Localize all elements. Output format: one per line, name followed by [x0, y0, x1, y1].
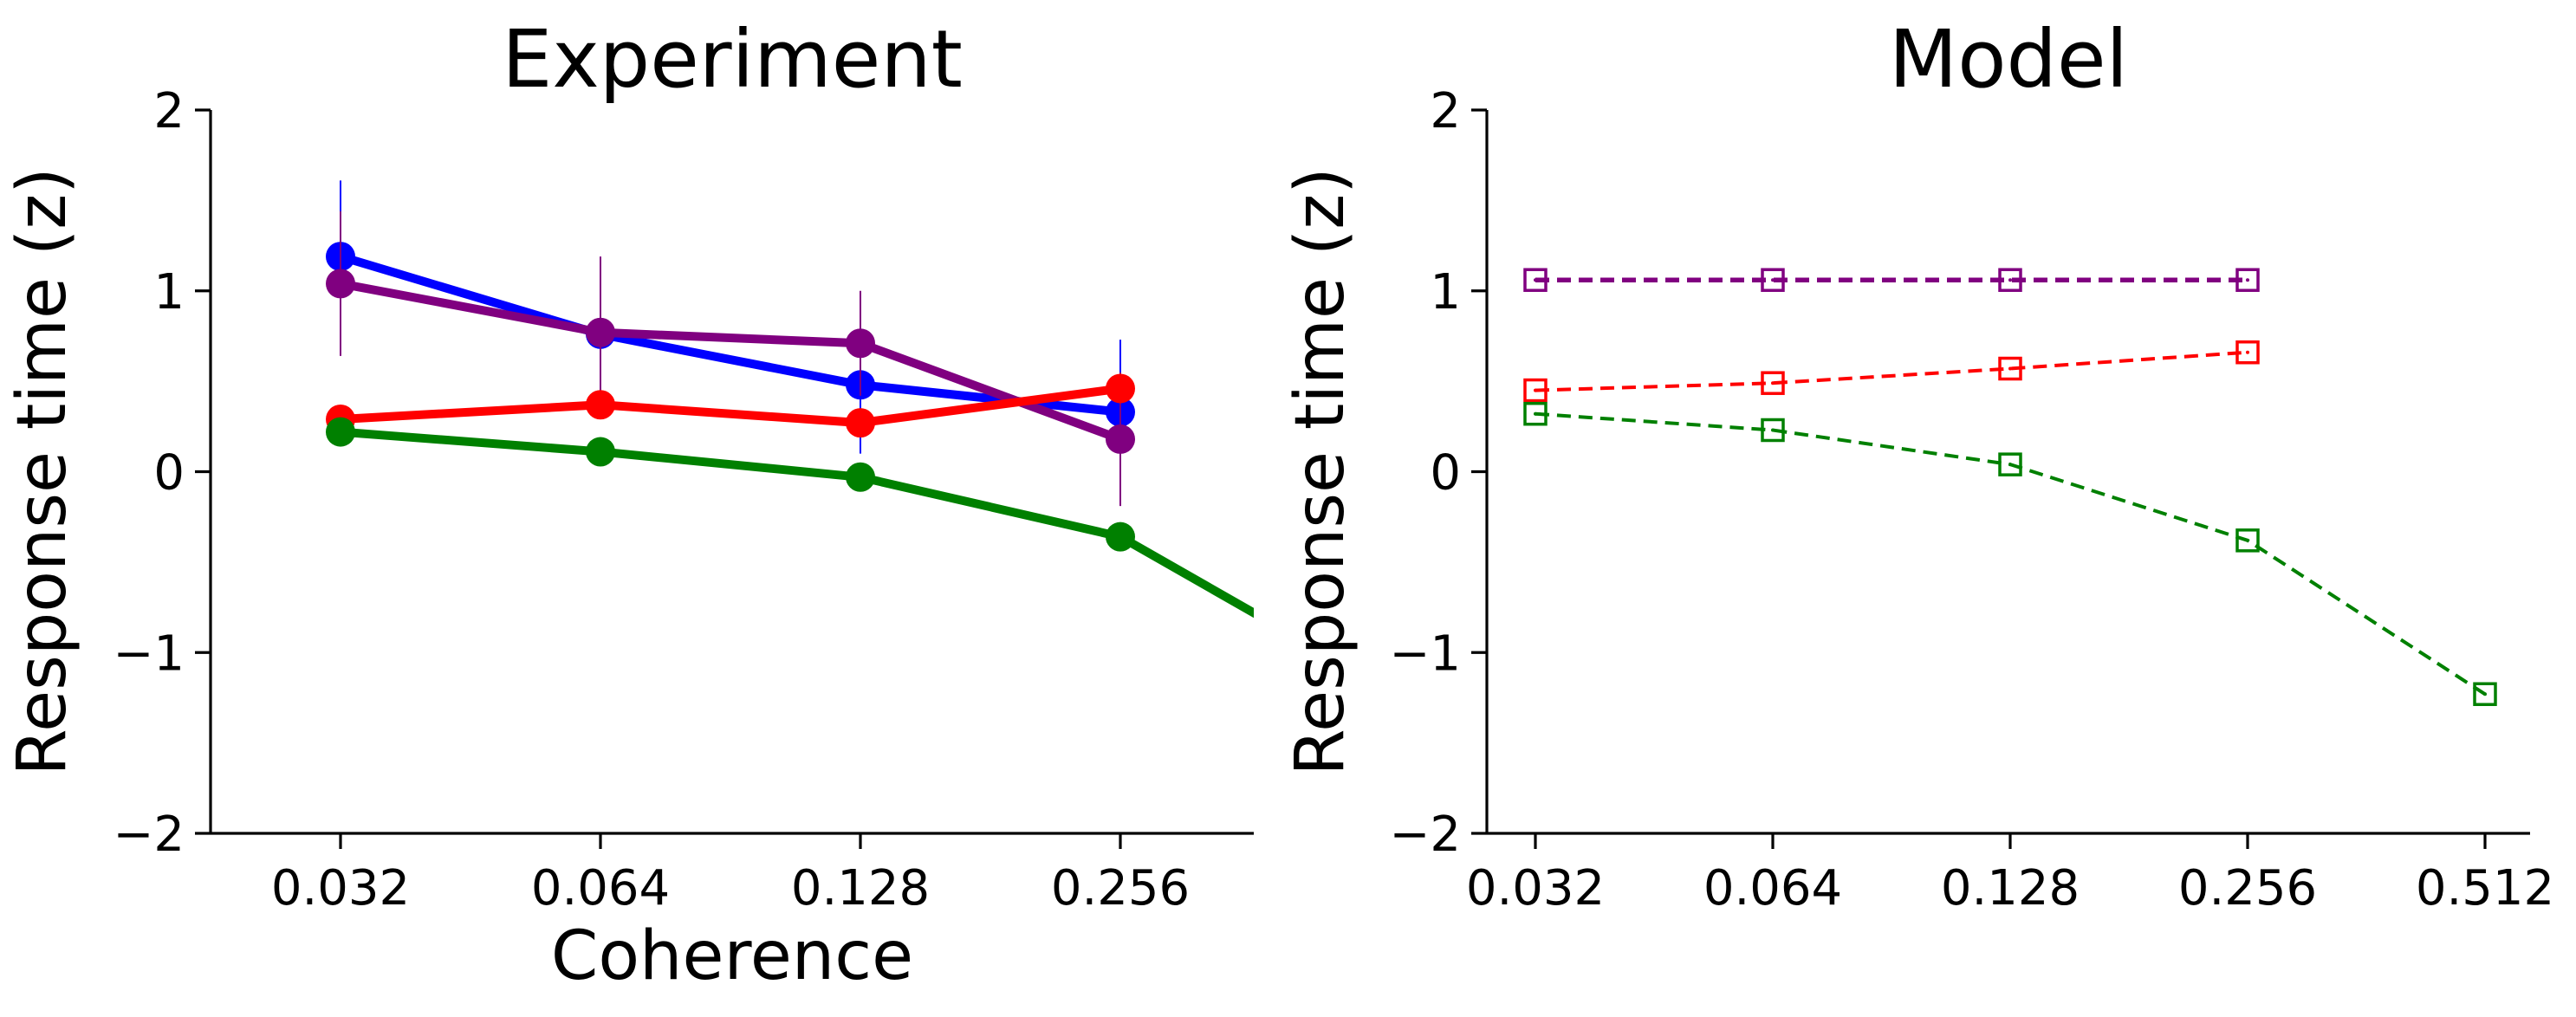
- data-point-center: [1771, 428, 1775, 432]
- y-tick-label: 0: [153, 445, 185, 502]
- data-point: [326, 417, 355, 447]
- data-point: [1998, 452, 2022, 476]
- plot-area: [326, 180, 1254, 619]
- y-tick-label: 1: [1430, 264, 1461, 321]
- chart-title: Experiment: [502, 13, 963, 106]
- x-tick-label: 0.128: [791, 860, 930, 917]
- data-point: [1998, 356, 2022, 381]
- y-tick-label: 0: [1430, 445, 1461, 502]
- data-point: [1761, 418, 1785, 443]
- data-point: [1761, 371, 1785, 395]
- data-point-center: [2008, 463, 2012, 467]
- data-point: [846, 408, 875, 438]
- data-point: [1523, 401, 1548, 426]
- data-point: [846, 462, 875, 492]
- data-point-center: [2246, 538, 2249, 542]
- data-point: [2235, 340, 2260, 365]
- series-line-3: [1535, 411, 2487, 696]
- data-point: [1761, 268, 1785, 292]
- x-tick-label: 0.032: [1466, 860, 1605, 917]
- x-tick-label: 0.064: [531, 860, 670, 917]
- data-point: [2235, 528, 2260, 553]
- x-tick-label: 0.032: [271, 860, 410, 917]
- data-point-center: [2008, 278, 2012, 282]
- chart-panel-2: Model Response time (z) −2 −1 0 1 2 0.032 0.064 0…: [1282, 13, 2554, 917]
- data-point-center: [2246, 278, 2249, 282]
- x-tick-label: 0.256: [1051, 860, 1190, 917]
- data-point-center: [1534, 278, 1537, 282]
- data-point: [586, 317, 615, 347]
- data-point: [586, 390, 615, 420]
- y-tick-label: −2: [113, 806, 185, 863]
- chart-panel-1: Experiment Response time (z) Coherence −2 −1…: [3, 13, 1254, 995]
- data-point-center: [2483, 692, 2487, 696]
- series-line-3: [340, 384, 1121, 428]
- y-tick-label: 2: [1430, 83, 1461, 139]
- data-point: [2473, 682, 2497, 707]
- x-tick-label: 0.064: [1703, 860, 1842, 917]
- data-point: [1998, 268, 2022, 292]
- series-line-2: [1535, 350, 2248, 392]
- y-tick-label: 1: [153, 264, 185, 321]
- data-point: [326, 269, 355, 299]
- x-axis-label: Coherence: [551, 917, 913, 995]
- data-point-center: [1771, 278, 1775, 282]
- data-point-center: [1534, 388, 1537, 392]
- series-line-1: [339, 252, 1121, 417]
- chart-title: Model: [1889, 13, 2128, 106]
- data-point-center: [2246, 350, 2249, 354]
- data-point-center: [1534, 411, 1537, 416]
- x-tick-label: 0.128: [1941, 860, 2080, 917]
- data-point: [1523, 378, 1548, 403]
- y-tick-label: −1: [113, 625, 185, 682]
- data-point: [1523, 268, 1548, 292]
- y-tick-label: −2: [1389, 806, 1461, 863]
- y-axis-label: Response time (z): [1282, 167, 1359, 775]
- data-point: [846, 328, 875, 359]
- x-tick-label: 0.256: [2178, 860, 2317, 917]
- data-point: [2235, 268, 2260, 292]
- data-point-center: [1771, 381, 1775, 385]
- plot-area: [1523, 268, 2497, 707]
- y-tick-label: 2: [153, 83, 185, 139]
- data-point: [1106, 424, 1135, 454]
- data-point-center: [2008, 366, 2012, 371]
- y-axis-label: Response time (z): [3, 167, 81, 775]
- data-point: [1106, 373, 1135, 404]
- series-line-2: [340, 279, 1122, 444]
- y-tick-label: −1: [1389, 625, 1461, 682]
- data-point: [586, 437, 615, 467]
- data-point: [1106, 521, 1135, 552]
- x-tick-label: 0.512: [2416, 860, 2554, 917]
